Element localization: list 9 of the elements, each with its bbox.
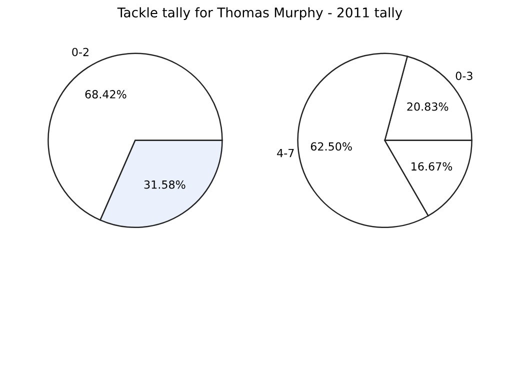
- data-label: 68.42%: [85, 90, 126, 98]
- data-label: 31.58%: [144, 180, 186, 189]
- slice-label: 0-2: [72, 48, 88, 56]
- text: Tackle tally for Thomas Murphy - 2011 tally: [117, 7, 402, 20]
- data-label: 20.83%: [407, 102, 448, 111]
- slice-label: 4-7: [277, 148, 294, 158]
- data-label: 16.67%: [412, 162, 452, 171]
- slice-label: 0-3: [456, 72, 472, 80]
- data-label: 62.50%: [310, 142, 352, 151]
